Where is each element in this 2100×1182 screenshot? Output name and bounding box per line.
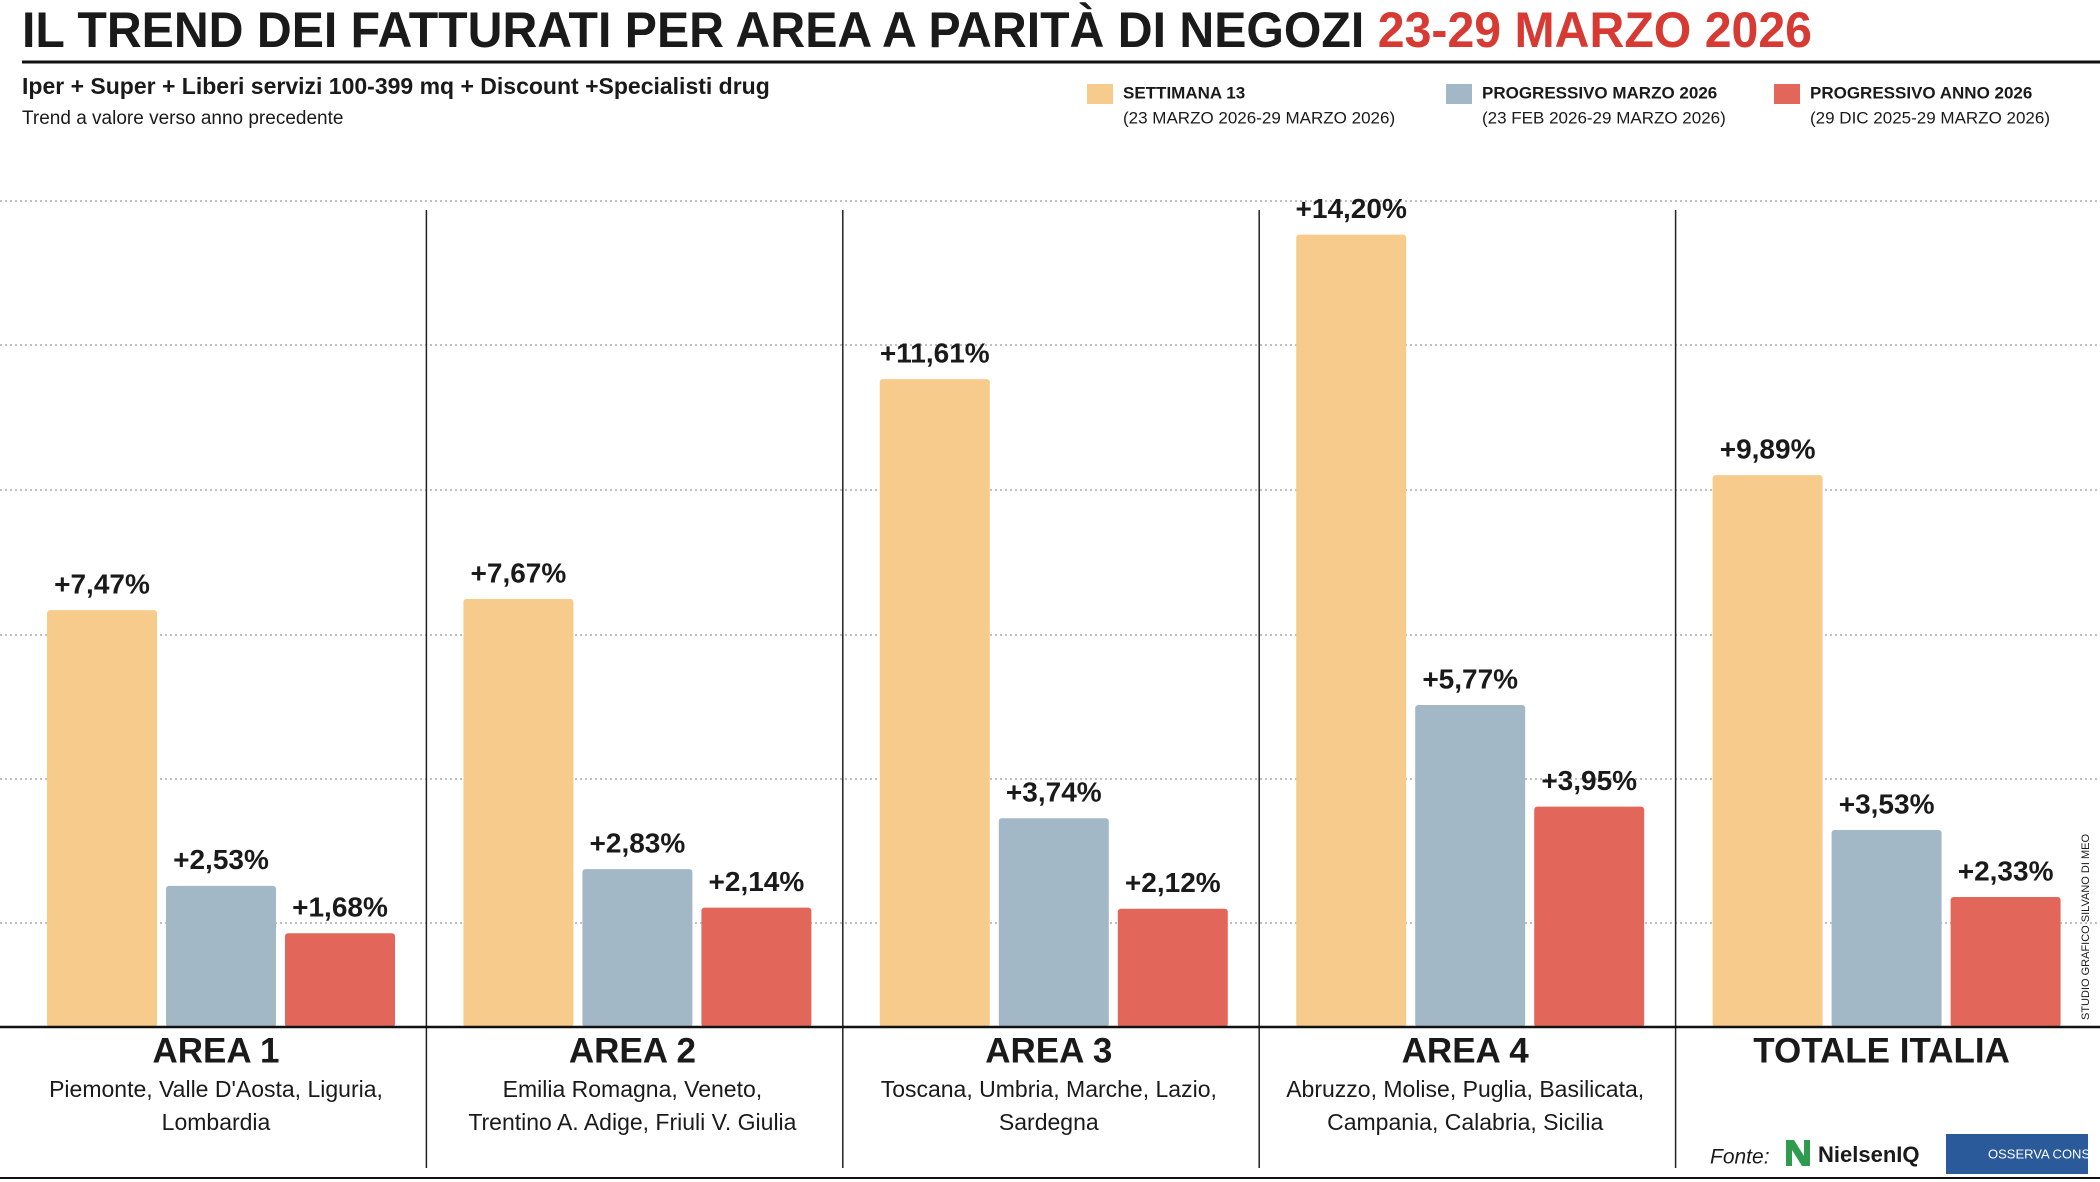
value-label: +2,53% — [173, 844, 269, 875]
logo-icon — [1786, 1140, 1810, 1166]
value-label: +2,33% — [1958, 855, 2054, 886]
value-label: +7,67% — [471, 557, 567, 588]
value-label: +5,77% — [1422, 663, 1518, 694]
legend-swatch — [1446, 84, 1472, 104]
value-label: +3,95% — [1541, 765, 1637, 796]
value-label: +3,53% — [1839, 788, 1935, 819]
legend-label: PROGRESSIVO ANNO 2026 — [1810, 83, 2032, 102]
category-detail: Toscana, Umbria, Marche, Lazio, — [881, 1076, 1217, 1102]
bar — [1415, 705, 1526, 1027]
bar — [1950, 896, 2061, 1027]
value-label: +7,47% — [54, 569, 150, 600]
category-detail: Campania, Calabria, Sicilia — [1327, 1109, 1603, 1135]
value-label: +11,61% — [880, 338, 990, 369]
bar — [463, 599, 574, 1027]
bar — [1534, 806, 1645, 1027]
category-detail: Piemonte, Valle D'Aosta, Liguria, — [49, 1076, 383, 1102]
value-label: +14,20% — [1296, 193, 1407, 224]
bar — [47, 610, 157, 1027]
bar — [701, 907, 812, 1027]
value-label: +9,89% — [1720, 434, 1816, 465]
category-label: AREA 2 — [569, 1031, 696, 1070]
legend-period: (23 FEB 2026-29 MARZO 2026) — [1482, 108, 1726, 127]
legend-label: PROGRESSIVO MARZO 2026 — [1482, 83, 1717, 102]
title-main: IL TREND DEI FATTURATI PER AREA A PARITÀ… — [22, 2, 1364, 58]
source-label: Fonte: — [1710, 1146, 1770, 1169]
logo-box — [1946, 1134, 2088, 1174]
bar — [1117, 908, 1228, 1027]
subtitle: Iper + Super + Liberi servizi 100-399 mq… — [22, 73, 770, 99]
category-detail: Abruzzo, Molise, Puglia, Basilicata, — [1286, 1076, 1644, 1102]
category-detail: Lombardia — [162, 1109, 271, 1135]
title-highlight: 23-29 MARZO 2026 — [1378, 2, 1812, 58]
category-label: AREA 4 — [1402, 1031, 1530, 1070]
category-label: AREA 1 — [152, 1031, 279, 1070]
chart-title: IL TREND DEI FATTURATI PER AREA A PARITÀ… — [22, 2, 1812, 58]
value-label: +1,68% — [292, 892, 388, 923]
value-label: +2,14% — [709, 866, 805, 897]
bar — [879, 379, 990, 1027]
category-label: TOTALE ITALIA — [1753, 1031, 2010, 1070]
credit: STUDIO GRAFICO SILVANO DI MEO — [2080, 834, 2092, 1020]
source-logo: OSSERVA CONSUMI — [1988, 1146, 2100, 1161]
bar — [1831, 830, 1942, 1027]
category-detail: Trentino A. Adige, Friuli V. Giulia — [468, 1109, 796, 1135]
legend-swatch — [1774, 84, 1800, 104]
bar — [582, 869, 693, 1027]
category-detail: Sardegna — [999, 1109, 1099, 1135]
legend-period: (23 MARZO 2026-29 MARZO 2026) — [1123, 108, 1395, 127]
legend-label: SETTIMANA 13 — [1123, 83, 1245, 102]
bar — [1712, 475, 1823, 1027]
legend-swatch — [1087, 84, 1113, 104]
category-label: AREA 3 — [985, 1031, 1112, 1070]
category-detail: Emilia Romagna, Veneto, — [503, 1076, 763, 1102]
source-logo: NielsenIQ — [1818, 1142, 1919, 1167]
legend-period: (29 DIC 2025-29 MARZO 2026) — [1810, 108, 2050, 127]
bar — [285, 933, 395, 1027]
value-label: +2,83% — [590, 827, 686, 858]
note: Trend a valore verso anno precedente — [22, 108, 343, 129]
value-label: +3,74% — [1006, 777, 1102, 808]
bar — [166, 885, 276, 1027]
value-label: +2,12% — [1125, 867, 1221, 898]
grid — [0, 200, 2100, 924]
bar — [998, 818, 1109, 1027]
bar — [1296, 234, 1407, 1027]
